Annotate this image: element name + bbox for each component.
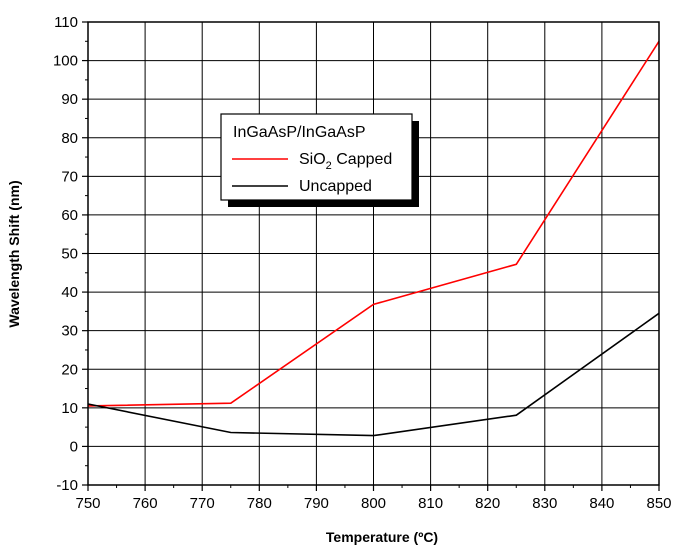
y-tick-label: 40 <box>61 284 78 301</box>
x-tick-label: 820 <box>475 495 500 512</box>
series-line-uncapped <box>87 312 660 437</box>
legend-label-sio2-capped: SiO2 Capped <box>299 151 392 172</box>
x-tick-label: 780 <box>247 495 272 512</box>
y-tick-label: 10 <box>61 400 78 417</box>
x-tick-label: 770 <box>190 495 215 512</box>
legend-title: InGaAsP/InGaAsP <box>233 124 366 141</box>
y-tick-label: 0 <box>70 438 78 455</box>
tick-labels: 750 760 770 780 790 800 810 820 830 840 850 -10 0 10 2… <box>53 14 672 512</box>
legend-label-sio2-rest: Capped <box>332 151 393 168</box>
legend-label-uncapped: Uncapped <box>299 178 372 195</box>
x-tick-label: 790 <box>304 495 329 512</box>
series-layer <box>87 40 660 437</box>
x-tick-label: 810 <box>418 495 443 512</box>
y-tick-label: 60 <box>61 207 78 224</box>
y-tick-label: -10 <box>56 477 78 494</box>
ticks <box>82 21 660 491</box>
x-tick-label: 800 <box>361 495 386 512</box>
x-tick-label: 830 <box>532 495 557 512</box>
x-tick-label: 840 <box>589 495 614 512</box>
x-tick-label: 850 <box>646 495 671 512</box>
legend-label-sio2-subscript: 2 <box>326 160 332 172</box>
x-axis-title: Temperature (ºC) <box>326 529 438 545</box>
y-tick-label: 80 <box>61 130 78 147</box>
y-tick-label: 100 <box>53 53 78 70</box>
legend-label-sio2-main: SiO <box>299 151 326 168</box>
x-tick-label: 760 <box>133 495 158 512</box>
y-tick-label: 50 <box>61 246 78 263</box>
legend: InGaAsP/InGaAsP SiO2 Capped Uncapped <box>220 113 419 207</box>
x-tick-label: 750 <box>75 495 100 512</box>
grid <box>88 22 659 485</box>
series-line-sio2-capped <box>87 40 660 407</box>
y-tick-label: 20 <box>61 361 78 378</box>
y-tick-label: 90 <box>61 91 78 108</box>
y-axis-title: Wavelength Shift (nm) <box>6 180 22 327</box>
y-tick-label: 30 <box>61 323 78 340</box>
y-tick-label: 110 <box>54 14 78 31</box>
y-tick-label: 70 <box>61 168 78 185</box>
